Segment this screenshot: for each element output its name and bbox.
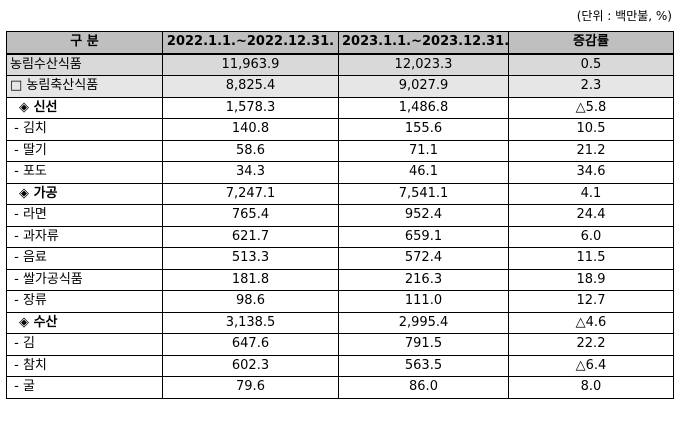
row-label: - 굴 xyxy=(6,376,163,399)
header-2023: 2023.1.1.~2023.12.31. xyxy=(338,31,509,55)
change-rate: 0.5 xyxy=(508,53,674,76)
value-2023: 155.6 xyxy=(338,118,509,141)
table-row: 농림수산식품 11,963.9 12,023.3 0.5 xyxy=(6,53,674,76)
header-row: 구 분 2022.1.1.~2022.12.31. 2023.1.1.~2023… xyxy=(6,31,674,55)
table-row: - 쌀가공식품 181.8 216.3 18.9 xyxy=(6,268,674,291)
value-2022: 79.6 xyxy=(162,376,339,399)
value-2022: 647.6 xyxy=(162,333,339,356)
value-2023: 659.1 xyxy=(338,225,509,248)
row-label: - 과자류 xyxy=(6,225,163,248)
value-2023: 111.0 xyxy=(338,290,509,313)
change-rate: 34.6 xyxy=(508,161,674,184)
change-rate: 8.0 xyxy=(508,376,674,399)
change-rate: 12.7 xyxy=(508,290,674,313)
row-label: - 음료 xyxy=(6,247,163,270)
row-label: - 딸기 xyxy=(6,139,163,162)
value-2023: 86.0 xyxy=(338,376,509,399)
value-2023: 2,995.4 xyxy=(338,311,509,334)
value-2022: 3,138.5 xyxy=(162,311,339,334)
change-rate: △6.4 xyxy=(508,354,674,377)
header-category: 구 분 xyxy=(6,31,163,55)
value-2023: 563.5 xyxy=(338,354,509,377)
value-2022: 11,963.9 xyxy=(162,53,339,76)
change-rate: △4.6 xyxy=(508,311,674,334)
value-2023: 791.5 xyxy=(338,333,509,356)
value-2022: 34.3 xyxy=(162,161,339,184)
value-2022: 181.8 xyxy=(162,268,339,291)
row-label: ◈ 가공 xyxy=(6,182,163,205)
table-row: - 과자류 621.7 659.1 6.0 xyxy=(6,225,674,248)
change-rate: 6.0 xyxy=(508,225,674,248)
change-rate: 10.5 xyxy=(508,118,674,141)
row-label: ◈ 신선 xyxy=(6,96,163,119)
row-label: - 쌀가공식품 xyxy=(6,268,163,291)
value-2023: 9,027.9 xyxy=(338,75,509,98)
row-label: - 참치 xyxy=(6,354,163,377)
table-row: - 김치 140.8 155.6 10.5 xyxy=(6,118,674,141)
change-rate: 22.2 xyxy=(508,333,674,356)
value-2023: 572.4 xyxy=(338,247,509,270)
header-2022: 2022.1.1.~2022.12.31. xyxy=(162,31,339,55)
unit-note: (단위 : 백만불, %) xyxy=(576,9,672,23)
row-label: - 포도 xyxy=(6,161,163,184)
table-row: - 음료 513.3 572.4 11.5 xyxy=(6,247,674,270)
value-2022: 765.4 xyxy=(162,204,339,227)
value-2022: 58.6 xyxy=(162,139,339,162)
value-2022: 602.3 xyxy=(162,354,339,377)
value-2023: 216.3 xyxy=(338,268,509,291)
row-label: ◈ 수산 xyxy=(6,311,163,334)
table-row: - 라면 765.4 952.4 24.4 xyxy=(6,204,674,227)
row-label: - 라면 xyxy=(6,204,163,227)
value-2022: 1,578.3 xyxy=(162,96,339,119)
row-label: - 장류 xyxy=(6,290,163,313)
value-2023: 1,486.8 xyxy=(338,96,509,119)
value-2022: 513.3 xyxy=(162,247,339,270)
row-label: □ 농림축산식품 xyxy=(6,75,163,98)
value-2022: 7,247.1 xyxy=(162,182,339,205)
value-2022: 140.8 xyxy=(162,118,339,141)
table-row: - 김 647.6 791.5 22.2 xyxy=(6,333,674,356)
value-2023: 12,023.3 xyxy=(338,53,509,76)
change-rate: △5.8 xyxy=(508,96,674,119)
table-row: - 딸기 58.6 71.1 21.2 xyxy=(6,139,674,162)
change-rate: 21.2 xyxy=(508,139,674,162)
row-label: - 김 xyxy=(6,333,163,356)
value-2022: 8,825.4 xyxy=(162,75,339,98)
table-row: - 장류 98.6 111.0 12.7 xyxy=(6,290,674,313)
row-label: - 김치 xyxy=(6,118,163,141)
value-2023: 952.4 xyxy=(338,204,509,227)
value-2023: 7,541.1 xyxy=(338,182,509,205)
change-rate: 4.1 xyxy=(508,182,674,205)
change-rate: 24.4 xyxy=(508,204,674,227)
table-row: □ 농림축산식품 8,825.4 9,027.9 2.3 xyxy=(6,75,674,98)
change-rate: 18.9 xyxy=(508,268,674,291)
value-2022: 98.6 xyxy=(162,290,339,313)
header-change: 증감률 xyxy=(508,31,674,55)
value-2022: 621.7 xyxy=(162,225,339,248)
value-2023: 46.1 xyxy=(338,161,509,184)
table-row: ◈ 수산 3,138.5 2,995.4 △4.6 xyxy=(6,311,674,334)
change-rate: 11.5 xyxy=(508,247,674,270)
table-row: - 포도 34.3 46.1 34.6 xyxy=(6,161,674,184)
value-2023: 71.1 xyxy=(338,139,509,162)
change-rate: 2.3 xyxy=(508,75,674,98)
row-label: 농림수산식품 xyxy=(6,53,163,76)
table-row: - 굴 79.6 86.0 8.0 xyxy=(6,376,674,399)
export-table: 구 분 2022.1.1.~2022.12.31. 2023.1.1.~2023… xyxy=(6,31,674,399)
table-row: - 참치 602.3 563.5 △6.4 xyxy=(6,354,674,377)
table-row: ◈ 가공 7,247.1 7,541.1 4.1 xyxy=(6,182,674,205)
table-row: ◈ 신선 1,578.3 1,486.8 △5.8 xyxy=(6,96,674,119)
